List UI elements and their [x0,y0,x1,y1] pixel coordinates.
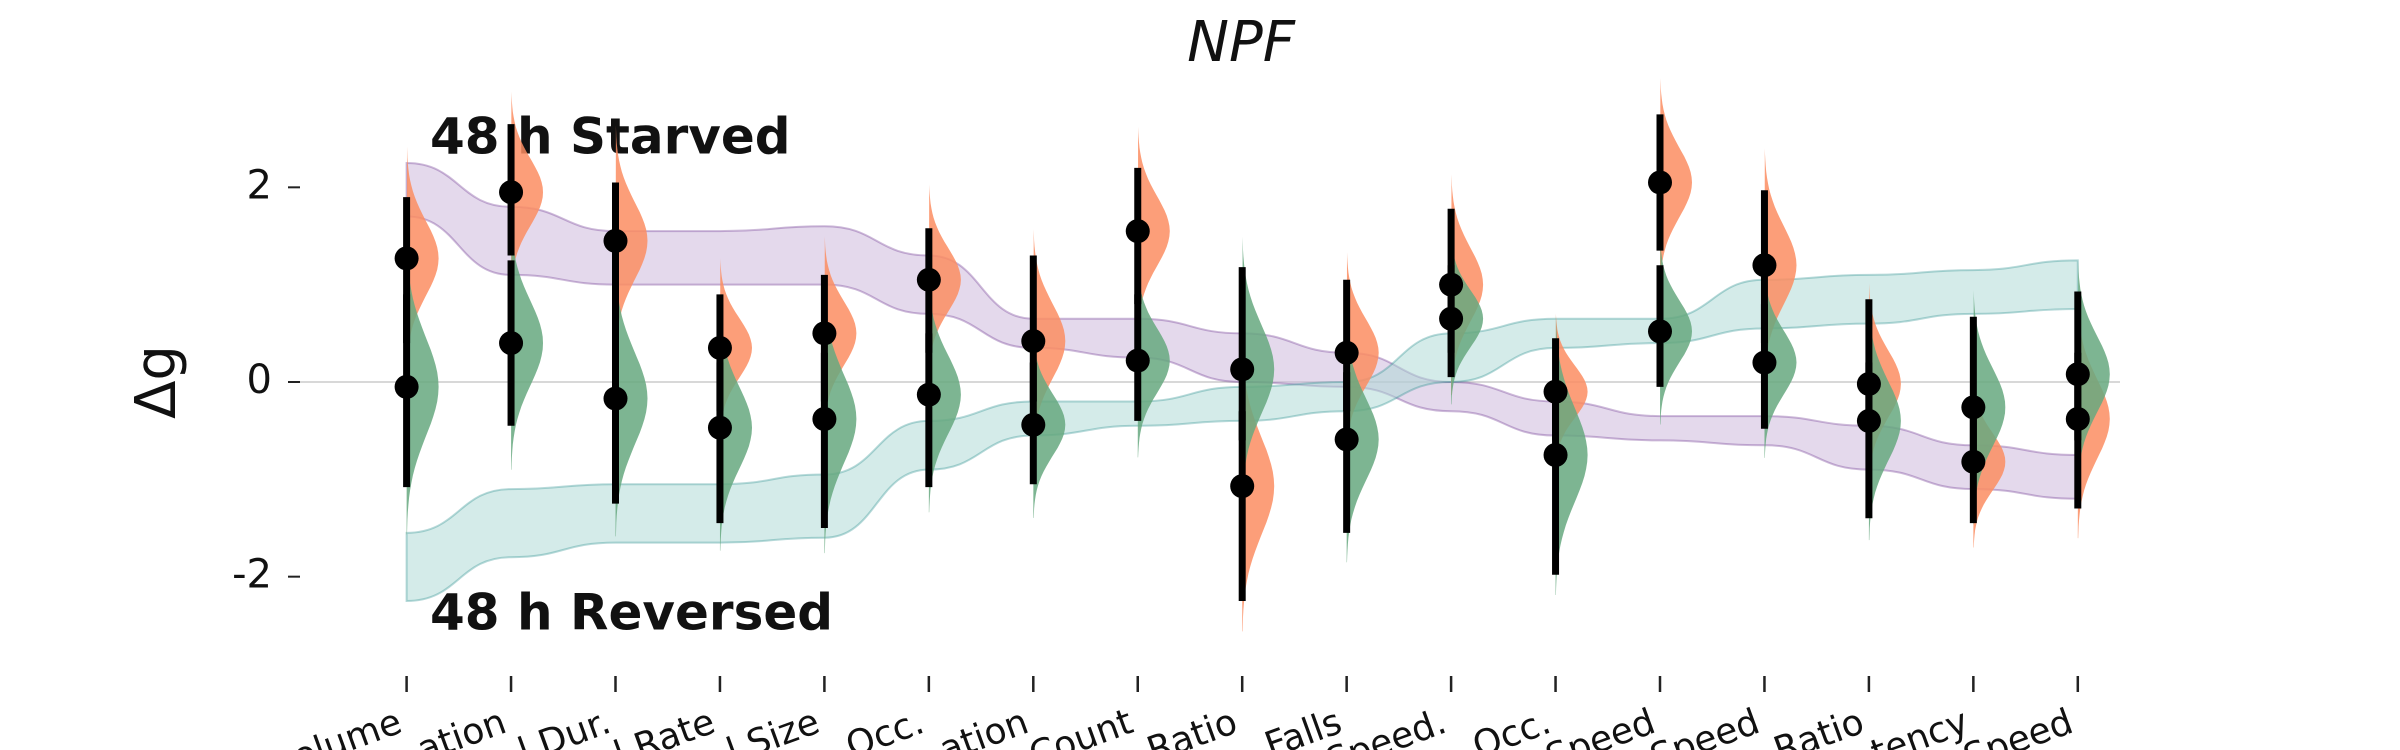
point-estimate [812,321,837,346]
violin [719,304,752,551]
violin [928,184,961,376]
point-estimate [1752,253,1777,278]
point-estimate [603,386,628,411]
x-tick-label: Ratio [1769,701,1870,750]
violin [1868,301,1901,541]
x-tick-label: Speed [1645,701,1765,750]
point-estimate [2065,362,2090,387]
band-label: 48 h Reversed [430,584,833,642]
point-estimate [1439,306,1464,331]
point-estimate [707,415,732,440]
point-estimate [916,382,941,407]
point-estimate [499,331,524,356]
point-estimate [1543,443,1568,467]
violin [615,125,648,357]
point-estimate [499,180,524,205]
x-tick-label: olume [288,701,407,750]
x-tick-label: Occ. [841,701,930,750]
x-tick-label: Speed [1540,701,1660,750]
point-estimate [394,246,419,271]
point-estimate [1125,348,1150,373]
x-tick-label: Speed [1958,701,2078,750]
y-tick-label: 2 [247,162,272,208]
point-estimate [812,406,837,431]
point-estimate [1648,170,1672,195]
violin [1660,78,1692,287]
point-estimate [1021,329,1046,354]
point-estimate [1648,319,1672,344]
violin [1137,126,1170,336]
point-estimate [1021,412,1046,437]
point-estimate [1125,219,1150,244]
x-tick-label: ation [934,701,1034,750]
point-estimate [916,267,941,292]
y-tick-label: -2 [232,552,272,598]
band-label: 48 h Starved [430,108,791,166]
point-estimate [1752,350,1777,375]
x-tick-label: l Dur. [513,701,616,750]
x-tick-label: l Rate [609,701,721,750]
point-estimate [1230,474,1255,499]
point-estimate [1856,408,1881,433]
violin [615,260,648,537]
point-estimate [1230,357,1255,382]
point-estimate [603,228,628,253]
y-axis-label: Δg [124,345,189,419]
chart-title: NPF [1187,10,1296,75]
point-estimate [707,335,732,360]
violin [1033,331,1066,518]
x-tick-label: Count [1024,701,1138,750]
violin [1242,236,1275,502]
violin [1764,267,1797,458]
violin [1660,238,1692,425]
x-tick-label: Ratio [1142,701,1243,750]
violin [406,239,439,535]
violin [1137,263,1170,458]
x-tick-label: tency [1866,701,1974,750]
violin [824,284,857,554]
violin [928,277,961,513]
violin [511,91,543,293]
violin [1346,316,1379,563]
point-estimate [394,374,419,399]
violin [2077,260,2110,489]
point-estimate [1961,395,1986,420]
x-tick-label: l Size [721,701,825,750]
point-estimate [1334,427,1359,452]
y-tick-label: 0 [247,357,272,403]
point-estimate [1334,340,1359,365]
violin [511,216,543,470]
x-tick-label: ation [412,701,512,750]
